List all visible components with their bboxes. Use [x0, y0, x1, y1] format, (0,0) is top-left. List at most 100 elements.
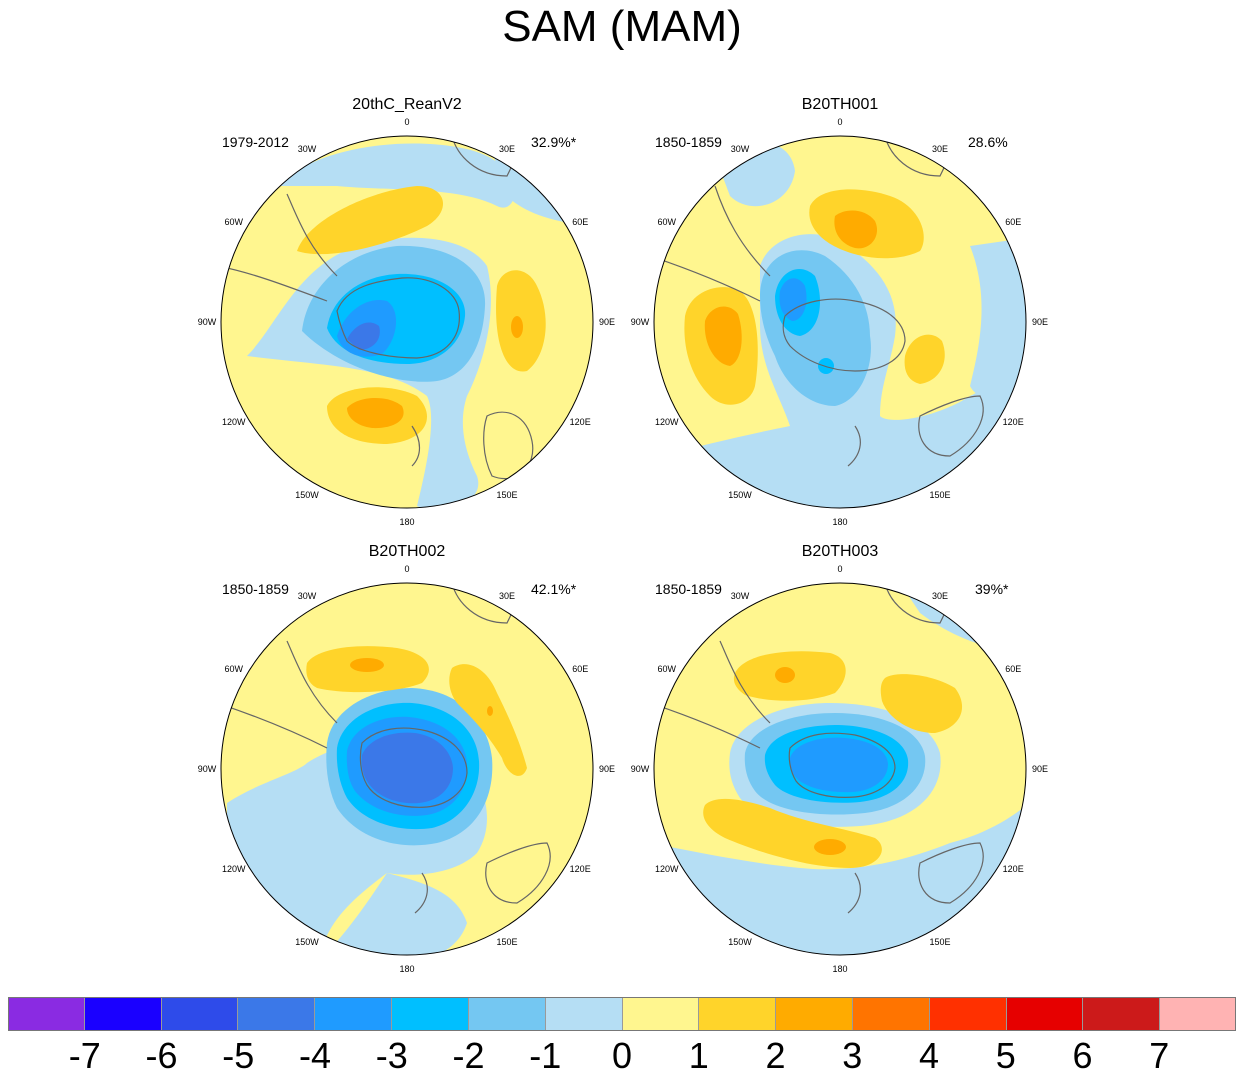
colorbar-box: [8, 997, 85, 1031]
panel-period: 1850-1859: [222, 581, 289, 597]
longitude-label: 180: [832, 964, 847, 974]
colorbar-box: [545, 997, 623, 1031]
longitude-label: 150E: [496, 937, 517, 947]
longitude-label: 60E: [1005, 217, 1021, 227]
colorbar-label: -4: [298, 1035, 332, 1076]
longitude-label: 0: [837, 564, 842, 574]
longitude-label: 0: [404, 564, 409, 574]
longitude-label: 150W: [728, 490, 752, 500]
colorbar-label: -3: [375, 1035, 408, 1076]
longitude-label: 150E: [929, 490, 950, 500]
positive-anomaly-region: [487, 706, 493, 716]
longitude-label: 120W: [222, 417, 246, 427]
longitude-label: 90E: [1032, 764, 1048, 774]
longitude-label: 150W: [295, 490, 319, 500]
longitude-label: 150E: [929, 937, 950, 947]
longitude-label: 120E: [570, 417, 591, 427]
positive-anomaly-region: [350, 658, 384, 672]
negative-anomaly-region: [361, 732, 453, 804]
longitude-label: 30W: [298, 591, 317, 601]
coastline: [485, 842, 551, 904]
longitude-label: 30E: [932, 591, 948, 601]
colorbar-box: [852, 997, 930, 1031]
polar-map: 0 30E 60E 90E 120E 150E 180 150W 120W 90W 60W 30W: [198, 117, 615, 527]
positive-anomaly-region: [775, 667, 795, 683]
longitude-label: 30E: [499, 144, 515, 154]
longitude-label: 0: [837, 117, 842, 127]
panel-variance-explained: 28.6%: [968, 134, 1008, 150]
positive-anomaly-region: [814, 839, 846, 855]
negative-anomaly-region: [779, 278, 807, 321]
longitude-label: 90W: [631, 764, 650, 774]
map-panel-b20th001: B20TH001 1850-1859 28.6% 0 30E 60E 90E 1: [620, 96, 1060, 536]
positive-anomaly-region: [704, 306, 742, 366]
colorbar-label: -5: [222, 1035, 255, 1076]
coastline: [286, 640, 338, 724]
longitude-label: 120E: [570, 864, 591, 874]
colorbar-label: -2: [452, 1035, 485, 1076]
coastline: [847, 872, 861, 914]
colorbar-box: [622, 997, 700, 1031]
longitude-label: 120W: [222, 864, 246, 874]
colorbar-box: [929, 997, 1007, 1031]
longitude-label: 90E: [1032, 317, 1048, 327]
longitude-label: 120E: [1003, 417, 1024, 427]
colorbar-box: [776, 997, 853, 1031]
figure-title: SAM (MAM): [502, 2, 742, 51]
longitude-label: 30E: [499, 591, 515, 601]
panel-title: B20TH001: [801, 96, 879, 113]
colorbar-box: [1160, 997, 1236, 1031]
polar-map: 0 30E 60E 90E 120E 150E 180 150W 120W 90W 60W 30W: [631, 117, 1048, 527]
colorbar-box: [468, 997, 546, 1031]
longitude-label: 90E: [599, 317, 615, 327]
longitude-label: 90W: [198, 764, 217, 774]
longitude-label: 60W: [225, 217, 244, 227]
colorbar-labels: -7 -6 -5 -4 -3 -2 -1 0 1 2 3 4 5 6 7: [0, 1036, 1244, 1076]
colorbar-label: 4: [918, 1035, 940, 1076]
map-panel-b20th002: B20TH002 1850-1859 42.1%* 0 30E 60E 90E 120E…: [187, 543, 627, 983]
positive-anomaly-region: [511, 316, 523, 338]
panel-variance-explained: 42.1%*: [531, 581, 577, 597]
coastline: [847, 425, 861, 467]
colorbar-label: 7: [1149, 1035, 1170, 1076]
map-panel-20thc-reanv2: 20thC_ReanV2 1979-2012 32.9%* 0 30E 60: [187, 96, 627, 536]
colorbar-box: [84, 997, 162, 1031]
colorbar-box: [315, 997, 393, 1031]
colorbar-label: 1: [688, 1035, 709, 1076]
longitude-label: 90W: [631, 317, 650, 327]
panel-period: 1979-2012: [222, 134, 289, 150]
longitude-label: 90W: [198, 317, 217, 327]
coastline: [782, 298, 906, 372]
longitude-label: 150E: [496, 490, 517, 500]
coastline: [918, 395, 984, 457]
positive-anomaly-region: [904, 334, 945, 384]
colorbar-label: 6: [1072, 1035, 1093, 1076]
positive-anomaly-region: [297, 186, 444, 255]
polar-map: 0 30E 60E 90E 120E 150E 180 150W 120W 90W 60W 30W: [198, 564, 615, 974]
colorbar-label: -7: [68, 1035, 101, 1076]
coastline: [719, 640, 771, 724]
longitude-label: 60E: [1005, 664, 1021, 674]
polar-map: 0 30E 60E 90E 120E 150E 180 150W 120W 90W 60W 30W: [631, 564, 1048, 974]
longitude-label: 60W: [658, 217, 677, 227]
longitude-label: 90E: [599, 764, 615, 774]
coastline: [414, 872, 428, 914]
coastline: [714, 185, 771, 277]
positive-anomaly-region: [880, 674, 963, 733]
colorbar-label: 0: [611, 1035, 633, 1076]
longitude-label: 150W: [728, 937, 752, 947]
positive-anomaly-region: [347, 397, 404, 429]
colorbar-box: [699, 997, 777, 1031]
longitude-label: 120W: [655, 864, 679, 874]
colorbar: [8, 997, 1236, 1031]
coastline: [411, 425, 421, 467]
longitude-label: 120E: [1003, 864, 1024, 874]
longitude-label: 30E: [932, 144, 948, 154]
colorbar-label: -1: [529, 1035, 562, 1076]
map-border: [653, 582, 1027, 956]
colorbar-label: 5: [995, 1035, 1016, 1076]
colorbar-label: 2: [765, 1035, 786, 1076]
panel-variance-explained: 39%*: [975, 581, 1009, 597]
panel-variance-explained: 32.9%*: [531, 134, 577, 150]
longitude-label: 60E: [572, 664, 588, 674]
